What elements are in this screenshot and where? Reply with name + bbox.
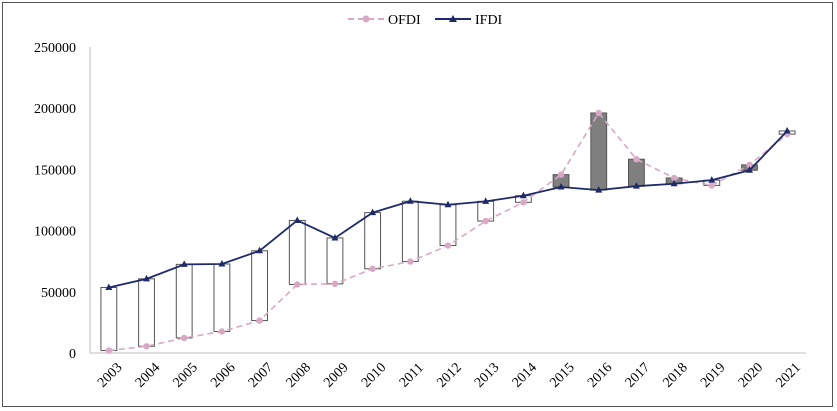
point-ofdi bbox=[143, 343, 150, 350]
y-tick-label: 50000 bbox=[41, 286, 76, 301]
point-ofdi bbox=[708, 182, 715, 189]
point-ifdi bbox=[632, 182, 640, 189]
x-tick-label: 2006 bbox=[208, 360, 238, 390]
point-ofdi bbox=[331, 280, 339, 288]
up-bar bbox=[439, 204, 457, 247]
up-bar bbox=[288, 219, 306, 285]
point-ofdi bbox=[557, 171, 565, 178]
point-ifdi bbox=[708, 176, 716, 183]
up-bar bbox=[138, 278, 155, 347]
point-ifdi bbox=[482, 197, 490, 204]
point-ofdi bbox=[105, 347, 113, 354]
point-ifdi bbox=[105, 283, 113, 291]
down-bar bbox=[628, 158, 645, 187]
up-bar bbox=[213, 263, 231, 332]
y-tick-label: 100000 bbox=[34, 225, 76, 240]
point-ifdi bbox=[783, 126, 791, 134]
x-tick-label: 2013 bbox=[472, 360, 502, 390]
point-ifdi bbox=[180, 260, 188, 267]
x-tick-label: 2017 bbox=[623, 360, 653, 390]
point-ifdi bbox=[444, 200, 452, 208]
point-ifdi bbox=[519, 191, 527, 199]
x-tick-label: 2007 bbox=[246, 360, 276, 390]
point-ofdi bbox=[482, 217, 489, 225]
point-ofdi bbox=[633, 156, 640, 163]
series-ifdi bbox=[105, 126, 791, 291]
up-down-bars bbox=[100, 112, 796, 352]
point-ifdi bbox=[595, 186, 603, 193]
x-tick-label: 2011 bbox=[397, 361, 427, 391]
x-tick-label: 2009 bbox=[321, 360, 351, 390]
x-axis: 2003 2004 2005 2006 2007 2008 2009 2010 2011 2012… bbox=[90, 352, 806, 391]
point-ofdi bbox=[294, 281, 301, 288]
point-ifdi bbox=[218, 260, 226, 267]
point-ofdi bbox=[520, 199, 527, 206]
legend-ofdi-marker bbox=[362, 15, 370, 23]
point-ofdi bbox=[444, 242, 452, 249]
up-bar bbox=[364, 212, 382, 270]
up-bar bbox=[326, 237, 344, 285]
point-ifdi bbox=[670, 179, 678, 187]
point-ofdi bbox=[256, 317, 263, 324]
point-ofdi bbox=[369, 265, 376, 272]
point-ifdi bbox=[143, 274, 151, 282]
point-ifdi bbox=[256, 246, 264, 254]
point-ifdi bbox=[293, 216, 301, 223]
point-ifdi bbox=[331, 233, 339, 241]
up-bar bbox=[251, 250, 268, 322]
x-tick-label: 2018 bbox=[660, 360, 690, 390]
up-bar bbox=[401, 200, 419, 263]
point-ifdi bbox=[406, 197, 414, 204]
point-ifdi bbox=[369, 208, 377, 216]
legend-ofdi-label: OFDI bbox=[388, 13, 421, 28]
x-tick-label: 2016 bbox=[585, 360, 615, 390]
down-bar bbox=[590, 112, 608, 191]
point-ofdi bbox=[218, 328, 226, 335]
legend: OFDI IFDI bbox=[348, 13, 503, 28]
x-tick-label: 2020 bbox=[736, 360, 766, 390]
y-tick-label: 150000 bbox=[34, 163, 76, 178]
x-tick-label: 2005 bbox=[171, 360, 201, 390]
y-tick-label: 200000 bbox=[34, 102, 76, 117]
x-tick-label: 2021 bbox=[773, 360, 803, 390]
up-bar bbox=[175, 263, 193, 339]
up-bar bbox=[100, 287, 118, 352]
point-ifdi bbox=[745, 166, 753, 173]
y-tick-label: 250000 bbox=[34, 41, 76, 56]
x-tick-label: 2004 bbox=[133, 360, 163, 390]
x-tick-label: 2012 bbox=[434, 360, 464, 390]
series-ofdi bbox=[105, 109, 791, 354]
x-tick-label: 2003 bbox=[95, 360, 125, 390]
point-ifdi bbox=[557, 183, 565, 190]
point-ofdi bbox=[746, 161, 753, 169]
point-ofdi bbox=[670, 174, 678, 182]
x-tick-label: 2010 bbox=[359, 360, 389, 390]
x-tick-label: 2008 bbox=[284, 360, 314, 390]
legend-ifdi-marker bbox=[449, 15, 457, 22]
x-tick-label: 2015 bbox=[547, 360, 577, 390]
y-tick-label: 0 bbox=[69, 347, 76, 362]
point-ofdi bbox=[181, 334, 188, 342]
legend-ifdi-label: IFDI bbox=[475, 13, 503, 28]
x-tick-label: 2019 bbox=[698, 360, 728, 390]
point-ofdi bbox=[407, 258, 414, 265]
point-ofdi bbox=[595, 109, 602, 117]
y-axis: 0 50000 100000 150000 200000 250000 bbox=[34, 41, 91, 362]
x-tick-label: 2014 bbox=[510, 360, 540, 390]
